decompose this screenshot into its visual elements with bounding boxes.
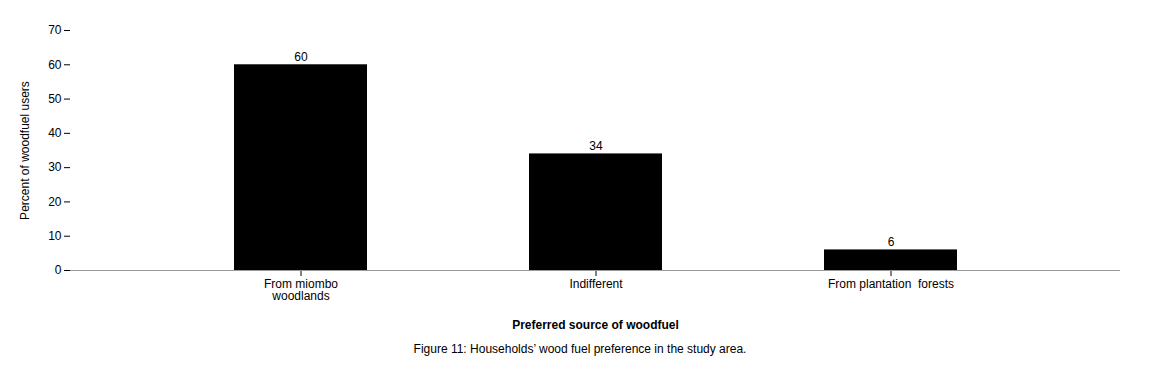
svg-text:40: 40 xyxy=(48,126,62,140)
svg-text:34: 34 xyxy=(589,139,603,153)
svg-text:10: 10 xyxy=(48,229,62,243)
svg-text:Indifferent: Indifferent xyxy=(569,277,623,291)
svg-text:30: 30 xyxy=(48,160,62,174)
svg-text:From plantation forests: From plantation forests xyxy=(828,277,954,291)
svg-text:0: 0 xyxy=(55,263,62,277)
svg-text:60: 60 xyxy=(48,58,62,72)
html-text:Figure 11: Households’ wood fu: Figure 11: Households’ wood fuel prefere… xyxy=(413,342,747,356)
svg-text:6: 6 xyxy=(888,235,895,249)
svg-text:From miombowoodlands: From miombowoodlands xyxy=(264,277,338,303)
svg-text:50: 50 xyxy=(48,92,62,106)
svg-text:60: 60 xyxy=(294,50,308,64)
svg-text:20: 20 xyxy=(48,195,62,209)
svg-text:Preferred source of woodfuel: Preferred source of woodfuel xyxy=(512,318,679,332)
svg-text:Percent of woodfuel users: Percent of woodfuel users xyxy=(18,81,32,220)
svg-text:70: 70 xyxy=(48,23,62,37)
